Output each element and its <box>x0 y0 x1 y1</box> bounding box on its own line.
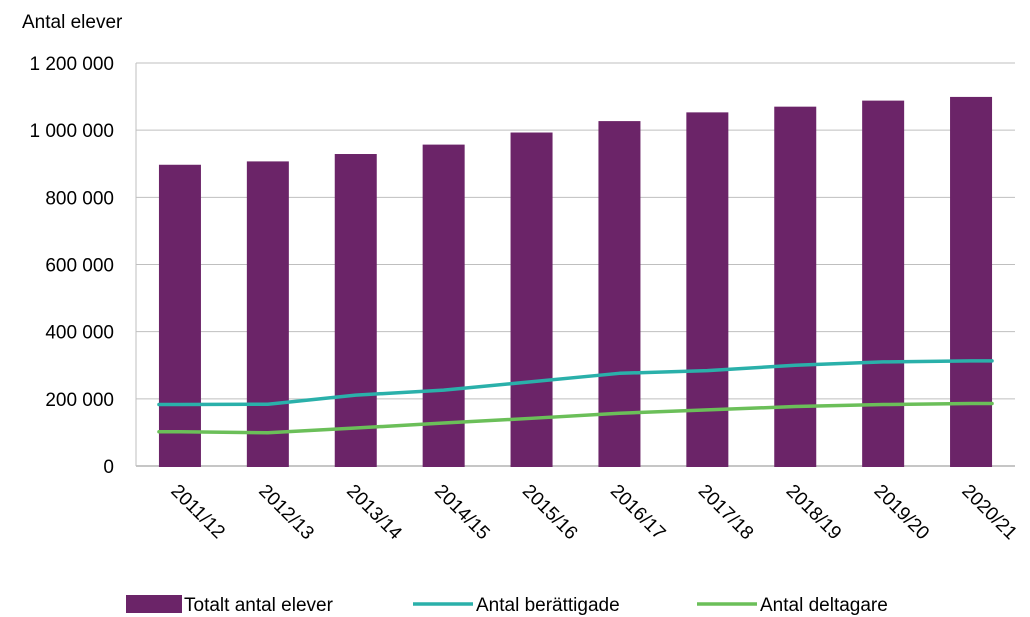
bar <box>774 106 817 468</box>
y-tick-label: 0 <box>103 457 114 478</box>
y-tick-label: 1 000 000 <box>29 121 114 142</box>
x-tick-label: 2019/20 <box>870 481 933 544</box>
legend-swatch <box>126 595 182 613</box>
legend-label: Totalt antal elever <box>184 595 334 616</box>
bar <box>334 154 377 467</box>
x-tick-label: 2020/21 <box>958 481 1021 544</box>
y-tick-label: 600 000 <box>45 256 114 277</box>
x-tick-label: 2011/12 <box>166 481 228 543</box>
y-tick-label: 800 000 <box>45 188 114 209</box>
bar <box>510 132 553 467</box>
series-line <box>157 401 994 435</box>
legend-label: Antal deltagare <box>760 595 888 616</box>
series-lines <box>157 359 994 435</box>
legend: Totalt antal elever Antal berättigade Anta… <box>126 595 888 616</box>
x-tick-label: 2012/13 <box>254 481 317 544</box>
x-tick-label: 2018/19 <box>782 481 845 544</box>
y-tick-label: 1 200 000 <box>29 54 114 75</box>
x-tick-label: 2014/15 <box>430 481 493 544</box>
x-tick-label: 2017/18 <box>694 481 757 544</box>
bar <box>862 100 905 467</box>
y-axis-title: Antal elever <box>22 12 123 33</box>
y-tick-label: 400 000 <box>45 323 114 344</box>
bar <box>246 161 289 467</box>
y-tick-label: 200 000 <box>45 390 114 411</box>
bars <box>158 96 993 468</box>
series-line <box>157 359 994 407</box>
x-tick-label: 2015/16 <box>518 481 581 544</box>
bar <box>422 144 465 468</box>
x-tick-label: 2016/17 <box>606 481 669 544</box>
bar <box>686 112 729 468</box>
bar <box>598 121 641 467</box>
legend-label: Antal berättigade <box>476 595 620 616</box>
x-tick-label: 2013/14 <box>342 481 406 545</box>
bar <box>950 96 993 468</box>
bar <box>158 164 201 467</box>
y-tick-labels: 0 200 000 400 000 600 000 800 000 1 000 000 1 … <box>29 54 114 478</box>
x-tick-labels: 2011/12 2012/13 2013/14 2014/15 2015/16 2016/… <box>166 481 1021 545</box>
